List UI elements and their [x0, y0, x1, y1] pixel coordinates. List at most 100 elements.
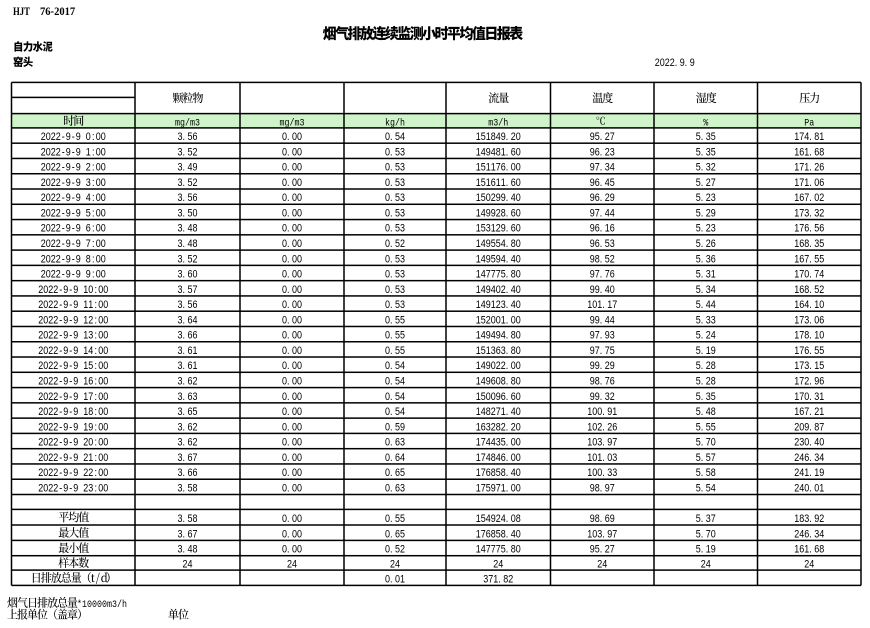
svg-text:0.00: 0.00	[282, 147, 302, 159]
svg-text:209.87: 209.87	[794, 422, 824, 434]
svg-text:0.00: 0.00	[282, 254, 302, 266]
svg-text:2022-9-9 15:00: 2022-9-9 15:00	[38, 361, 108, 373]
svg-text:2022-9-9 8:00: 2022-9-9 8:00	[41, 254, 106, 266]
svg-text:97.75: 97.75	[590, 345, 615, 357]
svg-text:3.67: 3.67	[178, 529, 198, 541]
svg-text:2022-9-9 19:00: 2022-9-9 19:00	[38, 422, 108, 434]
svg-text:3.49: 3.49	[178, 162, 198, 174]
svg-text:0.00: 0.00	[282, 483, 302, 495]
svg-text:mg/m3: mg/m3	[280, 117, 305, 129]
svg-text:2022-9-9 21:00: 2022-9-9 21:00	[38, 452, 108, 464]
svg-text:149494.80: 149494.80	[476, 330, 521, 342]
svg-text:0.53: 0.53	[385, 177, 405, 189]
svg-text:%: %	[703, 117, 708, 129]
svg-text:3.58: 3.58	[178, 483, 198, 495]
svg-text:2022-9-9 14:00: 2022-9-9 14:00	[38, 345, 108, 357]
svg-text:24: 24	[804, 559, 814, 571]
svg-text:0.52: 0.52	[385, 238, 405, 250]
svg-text:98.97: 98.97	[590, 483, 615, 495]
svg-text:3.48: 3.48	[178, 544, 198, 556]
svg-text:5.23: 5.23	[696, 193, 716, 205]
svg-text:2022-9-9 6:00: 2022-9-9 6:00	[41, 223, 106, 235]
svg-text:151176.00: 151176.00	[476, 162, 521, 174]
svg-text:3.64: 3.64	[178, 315, 198, 327]
svg-text:149608.80: 149608.80	[476, 376, 521, 388]
svg-text:98.76: 98.76	[590, 376, 615, 388]
svg-text:3.61: 3.61	[178, 345, 198, 357]
svg-text:163282.20: 163282.20	[476, 422, 521, 434]
svg-text:3.60: 3.60	[178, 269, 198, 281]
svg-text:5.58: 5.58	[696, 468, 716, 480]
svg-text:0.00: 0.00	[282, 284, 302, 296]
svg-text:0.53: 0.53	[385, 147, 405, 159]
svg-text:3.52: 3.52	[178, 147, 198, 159]
svg-text:5.54: 5.54	[696, 483, 716, 495]
svg-text:99.44: 99.44	[590, 315, 615, 327]
svg-text:2022-9-9 18:00: 2022-9-9 18:00	[38, 406, 108, 418]
svg-text:3.61: 3.61	[178, 361, 198, 373]
svg-text:183.92: 183.92	[794, 513, 824, 525]
svg-text:3.58: 3.58	[178, 513, 198, 525]
svg-text:176.56: 176.56	[794, 223, 824, 235]
svg-text:0.55: 0.55	[385, 330, 405, 342]
svg-text:5.57: 5.57	[696, 452, 716, 464]
svg-text:154924.08: 154924.08	[476, 513, 521, 525]
svg-text:149123.40: 149123.40	[476, 299, 521, 311]
svg-text:149481.60: 149481.60	[476, 147, 521, 159]
svg-text:164.10: 164.10	[794, 299, 824, 311]
svg-text:0.54: 0.54	[385, 131, 405, 143]
svg-text:98.52: 98.52	[590, 254, 615, 266]
svg-text:148271.40: 148271.40	[476, 406, 521, 418]
svg-text:3.66: 3.66	[178, 468, 198, 480]
svg-text:0.53: 0.53	[385, 299, 405, 311]
svg-text:102.26: 102.26	[587, 422, 617, 434]
svg-text:0.01: 0.01	[385, 574, 405, 586]
svg-text:0.00: 0.00	[282, 208, 302, 220]
svg-text:*10000m3/h: *10000m3/h	[77, 598, 127, 610]
svg-text:0.55: 0.55	[385, 315, 405, 327]
svg-text:5.37: 5.37	[696, 513, 716, 525]
svg-text:0.00: 0.00	[282, 361, 302, 373]
svg-text:149928.60: 149928.60	[476, 208, 521, 220]
svg-text:3.63: 3.63	[178, 391, 198, 403]
svg-text:m3/h: m3/h	[488, 117, 508, 129]
svg-text:5.24: 5.24	[696, 330, 716, 342]
svg-text:172.96: 172.96	[794, 376, 824, 388]
svg-text:0.00: 0.00	[282, 422, 302, 434]
svg-text:0.65: 0.65	[385, 468, 405, 480]
svg-text:5.32: 5.32	[696, 162, 716, 174]
svg-text:0.63: 0.63	[385, 483, 405, 495]
svg-text:151849.20: 151849.20	[476, 131, 521, 143]
svg-text:2022-9-9 9:00: 2022-9-9 9:00	[41, 269, 106, 281]
svg-text:3.50: 3.50	[178, 208, 198, 220]
svg-text:24: 24	[183, 559, 193, 571]
svg-text:99.29: 99.29	[590, 361, 615, 373]
svg-text:0.00: 0.00	[282, 513, 302, 525]
svg-text:0.00: 0.00	[282, 437, 302, 449]
svg-text:0.00: 0.00	[282, 406, 302, 418]
svg-text:3.65: 3.65	[178, 406, 198, 418]
svg-text:5.35: 5.35	[696, 131, 716, 143]
svg-text:5.34: 5.34	[696, 284, 716, 296]
svg-text:174435.00: 174435.00	[476, 437, 521, 449]
svg-text:174.81: 174.81	[794, 131, 824, 143]
svg-text:0.54: 0.54	[385, 376, 405, 388]
svg-text:246.34: 246.34	[794, 529, 824, 541]
svg-text:3.66: 3.66	[178, 330, 198, 342]
svg-text:150299.40: 150299.40	[476, 193, 521, 205]
svg-text:103.97: 103.97	[587, 529, 617, 541]
svg-text:100.33: 100.33	[587, 468, 617, 480]
svg-text:170.31: 170.31	[794, 391, 824, 403]
svg-text:0.00: 0.00	[282, 345, 302, 357]
svg-text:5.23: 5.23	[696, 223, 716, 235]
svg-text:173.32: 173.32	[794, 208, 824, 220]
svg-text:0.00: 0.00	[282, 131, 302, 143]
svg-text:5.29: 5.29	[696, 208, 716, 220]
svg-text:0.00: 0.00	[282, 223, 302, 235]
svg-text:240.01: 240.01	[794, 483, 824, 495]
svg-text:176858.40: 176858.40	[476, 529, 521, 541]
svg-text:99.40: 99.40	[590, 284, 615, 296]
svg-text:97.44: 97.44	[590, 208, 615, 220]
svg-text:99.32: 99.32	[590, 391, 615, 403]
svg-text:96.53: 96.53	[590, 238, 615, 250]
